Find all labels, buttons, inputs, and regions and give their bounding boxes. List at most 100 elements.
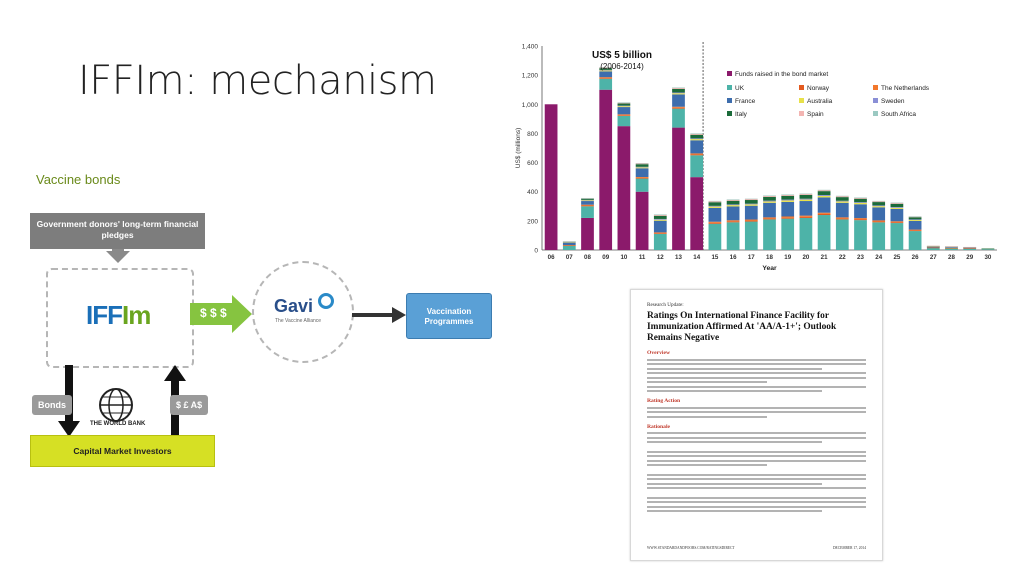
bar-segment xyxy=(799,193,813,195)
doc-section-rationale: Rationale xyxy=(647,423,670,430)
bar-segment xyxy=(872,207,886,221)
bar-segment xyxy=(635,176,649,178)
x-tick-label: 16 xyxy=(730,254,737,261)
legend-label: Norway xyxy=(807,85,830,92)
bar-segment xyxy=(672,88,685,93)
bar-segment xyxy=(945,246,958,248)
bar-segment xyxy=(562,245,576,246)
x-tick-label: 28 xyxy=(948,254,955,261)
bar-segment xyxy=(653,232,667,234)
bar-segment xyxy=(963,248,977,250)
bar-segment xyxy=(854,202,867,205)
x-tick-label: 24 xyxy=(875,254,882,261)
gavi-logo: Gavi xyxy=(274,296,314,316)
bar-segment xyxy=(653,218,667,220)
bar-segment xyxy=(872,201,886,203)
legend-label: Australia xyxy=(807,98,833,105)
bar-segment xyxy=(854,220,867,250)
legend-swatch xyxy=(873,85,878,90)
bar-segment xyxy=(581,197,594,199)
bar-segment xyxy=(708,202,722,206)
legend-swatch xyxy=(727,85,732,90)
bar-segment xyxy=(817,189,831,192)
bar-segment xyxy=(653,233,667,234)
bar-segment xyxy=(581,198,594,200)
x-tick-label: 09 xyxy=(602,254,609,261)
bar-segment xyxy=(908,216,922,218)
x-tick-label: 30 xyxy=(984,254,991,261)
bar-segment xyxy=(690,134,704,139)
bar-segment xyxy=(726,200,740,205)
bar-segment xyxy=(763,200,776,202)
bar-segment xyxy=(599,67,613,69)
bar-segment xyxy=(726,220,740,222)
bar-segment xyxy=(581,199,594,201)
funds-chart: 0 200 400 600 800 1,000 1,200 1,400 US$ (million… xyxy=(512,36,1004,280)
bar-segment xyxy=(908,229,922,231)
legend-swatch xyxy=(799,98,804,103)
bar-segment xyxy=(799,201,813,216)
legend-label: South Africa xyxy=(881,111,916,118)
bar-segment xyxy=(672,87,685,89)
doc-footer-url: WWW.STANDARDANDPOORS.COM/RATINGSDIRECT xyxy=(647,546,735,550)
bar-segment xyxy=(835,201,849,203)
bar-segment xyxy=(708,200,722,202)
bar-segment xyxy=(726,205,740,207)
money-label: $ $ $ xyxy=(200,306,227,320)
bar-segment xyxy=(744,198,758,201)
money-arrow-icon xyxy=(190,295,252,333)
bar-segment xyxy=(581,205,594,207)
bar-segment xyxy=(562,241,576,243)
bar-segment xyxy=(781,194,795,195)
bar-segment xyxy=(872,220,886,222)
bar-segment xyxy=(599,77,613,79)
bar-segment xyxy=(781,199,795,201)
bar-segment xyxy=(890,221,904,223)
bar-segment xyxy=(945,246,958,247)
bar-segment xyxy=(854,219,867,221)
bar-segment xyxy=(817,213,831,216)
x-tick-label: 21 xyxy=(821,254,828,261)
bar-segment xyxy=(562,242,576,243)
bar-segment xyxy=(708,206,722,208)
bar-segment xyxy=(835,195,849,197)
bar-segment xyxy=(690,177,704,250)
bar-segment xyxy=(744,219,758,221)
bar-segment xyxy=(763,195,776,197)
bar-segment xyxy=(635,163,649,165)
bar-segment xyxy=(599,67,613,68)
bar-segment xyxy=(617,102,631,104)
bar-segment xyxy=(708,205,722,207)
bar-segment xyxy=(617,107,631,115)
bar-segment xyxy=(635,177,649,179)
bar-segment xyxy=(781,195,795,200)
bar-segment xyxy=(635,164,649,167)
y-tick-label: 0 xyxy=(534,248,538,255)
currency-label: $ £ A$ xyxy=(170,395,209,415)
bar-segment xyxy=(781,218,795,250)
bar-segment xyxy=(890,202,904,204)
bar-segment xyxy=(872,202,886,206)
chart-subtitle: (2006-2014) xyxy=(600,62,644,71)
bar-segment xyxy=(872,221,886,223)
x-tick-label: 22 xyxy=(839,254,846,261)
bar-segment xyxy=(890,222,904,224)
vaccination-programmes-box: Vaccination Programmes xyxy=(406,293,492,339)
bar-segment xyxy=(653,215,667,219)
bar-segment xyxy=(945,247,958,249)
bar-segment xyxy=(817,212,831,214)
bar-segment xyxy=(926,245,940,247)
doc-section-rating-action: Rating Action xyxy=(647,398,681,404)
bar-segment xyxy=(672,94,685,107)
legend-swatch xyxy=(873,98,878,103)
bar-segment xyxy=(854,202,867,203)
bar-segment xyxy=(544,104,558,251)
capital-market-box: Capital Market Investors xyxy=(30,435,215,467)
y-tick-label: 800 xyxy=(527,131,538,138)
world-bank-label: THE WORLD BANK xyxy=(90,421,146,427)
bar-segment xyxy=(799,193,813,195)
legend-label: Italy xyxy=(735,111,748,118)
bar-segment xyxy=(562,245,576,250)
bar-segment xyxy=(835,202,849,218)
x-tick-label: 13 xyxy=(675,254,682,261)
